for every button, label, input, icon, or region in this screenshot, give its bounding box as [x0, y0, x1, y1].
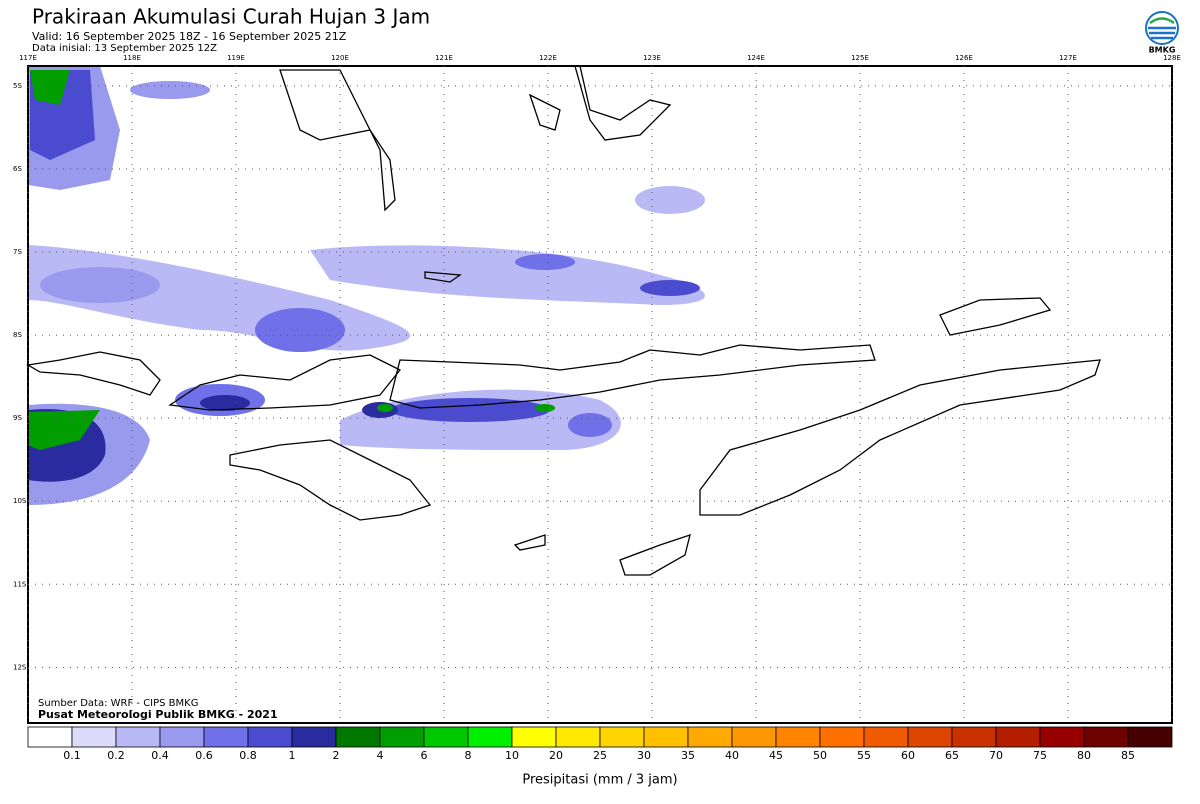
legend-level: 2 — [333, 749, 340, 762]
legend-level: 45 — [769, 749, 783, 762]
legend-swatch — [819, 726, 865, 748]
lat-label: 5S — [13, 82, 22, 90]
legend-swatch — [863, 726, 909, 748]
map-frame — [27, 65, 1173, 724]
legend-swatch — [247, 726, 293, 748]
legend-level: 60 — [901, 749, 915, 762]
legend-swatch — [599, 726, 645, 748]
legend-swatch — [511, 726, 557, 748]
legend-swatch — [379, 726, 425, 748]
legend-level: 0.1 — [63, 749, 81, 762]
legend-level: 85 — [1121, 749, 1135, 762]
legend-level: 1 — [289, 749, 296, 762]
legend-swatch — [115, 726, 161, 748]
legend-level: 25 — [593, 749, 607, 762]
legend-level: 6 — [421, 749, 428, 762]
legend-level: 75 — [1033, 749, 1047, 762]
legend-level: 0.4 — [151, 749, 169, 762]
legend-swatch — [423, 726, 469, 748]
legend-swatch — [555, 726, 601, 748]
lat-label: 7S — [13, 248, 22, 256]
legend-swatch — [203, 726, 249, 748]
legend-swatch — [995, 726, 1041, 748]
legend-level: 0.6 — [195, 749, 213, 762]
legend-level: 8 — [465, 749, 472, 762]
lat-label: 11S — [13, 580, 27, 588]
lon-label: 121E — [435, 54, 453, 62]
legend-swatch — [951, 726, 997, 748]
legend-level: 70 — [989, 749, 1003, 762]
coastlines — [26, 65, 1101, 576]
lon-label: 124E — [747, 54, 765, 62]
lat-label: 8S — [13, 331, 22, 339]
legend-swatch — [731, 726, 777, 748]
legend-swatch — [71, 726, 117, 748]
lon-label: 122E — [539, 54, 557, 62]
valid: Valid: 16 September 2025 18Z - 16 Septem… — [32, 30, 347, 43]
lon-label: 128E — [1163, 54, 1181, 62]
legend-level: 30 — [637, 749, 651, 762]
logo: BMKG — [1145, 11, 1179, 55]
legend-swatch — [1083, 726, 1129, 748]
legend-swatch — [291, 726, 337, 748]
legend-swatch — [467, 726, 513, 748]
legend-level: 50 — [813, 749, 827, 762]
legend-level: 10 — [505, 749, 519, 762]
legend-swatch — [335, 726, 381, 748]
legend-level: 35 — [681, 749, 695, 762]
lon-label: 125E — [851, 54, 869, 62]
publisher: Pusat Meteorologi Publik BMKG - 2021 — [38, 708, 278, 721]
logo-text: BMKG — [1149, 46, 1176, 55]
lat-label: 9S — [13, 414, 22, 422]
legend-level: 80 — [1077, 749, 1091, 762]
lon-label: 120E — [331, 54, 349, 62]
lon-label: 119E — [227, 54, 245, 62]
legend-swatch — [1127, 726, 1173, 748]
legend-level: 65 — [945, 749, 959, 762]
legend-level: 0.2 — [107, 749, 125, 762]
lon-label: 117E — [19, 54, 37, 62]
legend-level: 40 — [725, 749, 739, 762]
initial: Data inisial: 13 September 2025 12Z — [32, 43, 217, 54]
lon-label: 127E — [1059, 54, 1077, 62]
legend-swatch — [687, 726, 733, 748]
legend-level: 55 — [857, 749, 871, 762]
legend-swatch — [1039, 726, 1085, 748]
lat-label: 12S — [13, 663, 27, 671]
title: Prakiraan Akumulasi Curah Hujan 3 Jam — [32, 5, 430, 29]
lon-label: 126E — [955, 54, 973, 62]
legend-swatch — [907, 726, 953, 748]
lon-label: 118E — [123, 54, 141, 62]
legend-swatch — [27, 726, 73, 748]
legend-swatch — [643, 726, 689, 748]
lat-label: 6S — [13, 165, 22, 173]
legend-title: Presipitasi (mm / 3 jam) — [522, 773, 677, 788]
rain-field — [28, 66, 705, 505]
lon-label: 123E — [643, 54, 661, 62]
source: Sumber Data: WRF - CIPS BMKG — [38, 698, 198, 709]
legend-swatch — [775, 726, 821, 748]
legend-level: 20 — [549, 749, 563, 762]
legend-swatch — [159, 726, 205, 748]
legend-level: 0.8 — [239, 749, 257, 762]
legend-level: 4 — [377, 749, 384, 762]
lat-label: 10S — [13, 497, 27, 505]
